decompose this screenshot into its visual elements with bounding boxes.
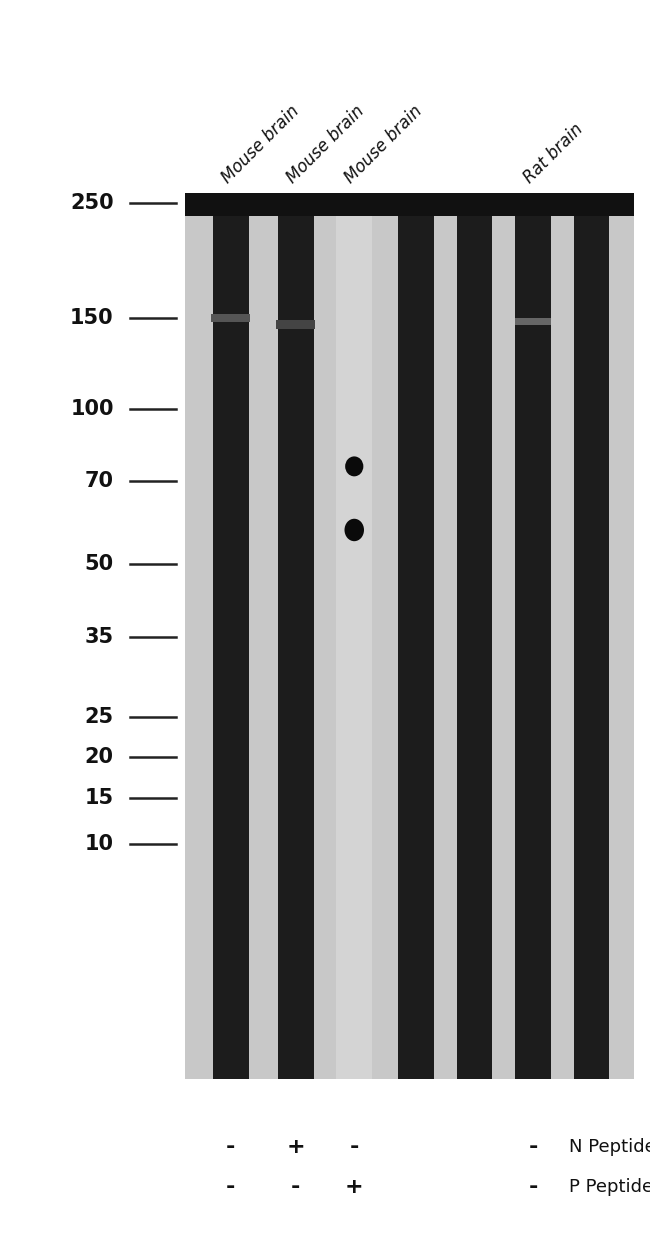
Text: +: + xyxy=(287,1137,305,1157)
Bar xyxy=(278,193,313,1079)
Bar xyxy=(185,193,634,216)
Bar xyxy=(213,193,248,1079)
Text: 70: 70 xyxy=(84,471,114,491)
Text: 100: 100 xyxy=(70,399,114,419)
Text: -: - xyxy=(350,1137,359,1157)
Text: -: - xyxy=(226,1137,235,1157)
Text: -: - xyxy=(226,1177,235,1197)
Text: Mouse brain: Mouse brain xyxy=(218,102,303,187)
Ellipse shape xyxy=(345,456,363,476)
Text: -: - xyxy=(291,1177,300,1197)
Text: 50: 50 xyxy=(84,554,114,574)
Text: Rat brain: Rat brain xyxy=(520,121,587,187)
Text: Mouse brain: Mouse brain xyxy=(283,102,368,187)
Text: P Peptide: P Peptide xyxy=(569,1178,650,1196)
Text: 15: 15 xyxy=(84,788,114,808)
Text: 25: 25 xyxy=(84,707,114,727)
Text: -: - xyxy=(528,1177,538,1197)
Text: Mouse brain: Mouse brain xyxy=(341,102,426,187)
Text: N Peptide: N Peptide xyxy=(569,1139,650,1156)
Text: 20: 20 xyxy=(84,747,114,767)
Bar xyxy=(573,193,610,1079)
Text: 150: 150 xyxy=(70,308,114,328)
Bar xyxy=(398,193,434,1079)
Text: 35: 35 xyxy=(84,627,114,647)
Bar xyxy=(456,193,493,1079)
Text: 10: 10 xyxy=(84,834,114,854)
Ellipse shape xyxy=(344,519,364,541)
Bar xyxy=(515,193,551,1079)
Bar xyxy=(515,318,551,325)
Bar xyxy=(337,193,372,1079)
Bar xyxy=(185,193,634,1079)
Text: 250: 250 xyxy=(70,193,114,213)
Bar xyxy=(276,319,315,328)
Bar xyxy=(211,314,250,322)
Text: +: + xyxy=(345,1177,363,1197)
Text: -: - xyxy=(528,1137,538,1157)
